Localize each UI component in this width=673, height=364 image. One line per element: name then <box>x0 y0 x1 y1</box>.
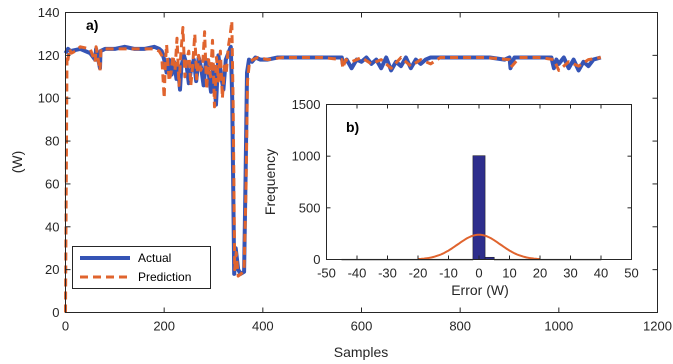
inset-panel-label: b) <box>346 119 359 135</box>
x-tick-label: 1200 <box>643 319 672 334</box>
x-tick-label: 600 <box>351 319 373 334</box>
y-tick-label: 80 <box>45 134 59 149</box>
inset-y-tick-label: 1500 <box>292 97 321 112</box>
inset-x-tick-label: -20 <box>409 266 428 281</box>
inset-y-ticks: 0 500 1000 1500 <box>292 97 632 267</box>
y-tick-label: 100 <box>38 91 60 106</box>
y-tick-label: 0 <box>52 305 59 320</box>
main-chart: 0 200 400 600 800 1000 1200 020406080100120140… <box>9 5 672 360</box>
legend-box <box>72 246 211 289</box>
inset-x-tick-label: 10 <box>502 266 516 281</box>
legend: Actual Prediction <box>72 246 211 289</box>
inset-x-tick-label: -30 <box>378 266 397 281</box>
inset-y-tick-label: 0 <box>313 252 320 267</box>
inset-x-tick-label: -50 <box>317 266 336 281</box>
inset-x-tick-label: -10 <box>439 266 458 281</box>
inset-x-axis-label: Error (W) <box>451 282 509 298</box>
legend-actual-label: Actual <box>138 251 171 265</box>
inset-x-tick-label: 50 <box>624 266 638 281</box>
x-tick-label: 800 <box>449 319 471 334</box>
inset-y-axis-label: Frequency <box>262 149 278 215</box>
y-tick-label: 60 <box>45 176 59 191</box>
inset-x-tick-label: 40 <box>594 266 608 281</box>
y-tick-label: 40 <box>45 219 59 234</box>
main-x-ticks: 0 200 400 600 800 1000 1200 <box>62 12 672 334</box>
inset-x-tick-label: 20 <box>533 266 547 281</box>
inset-y-tick-label: 1000 <box>292 149 321 164</box>
main-x-axis-label: Samples <box>334 344 388 360</box>
y-tick-label: 120 <box>38 48 60 63</box>
series-line-prediction <box>64 19 602 313</box>
inset-chart: -50 -40 -30 -20 -10 0 10 20 30 40 50 050010001500 … <box>262 97 639 298</box>
main-series-group <box>63 19 602 313</box>
y-tick-label: 20 <box>45 262 59 277</box>
x-tick-label: 200 <box>153 319 175 334</box>
inset-x-tick-label: -40 <box>348 266 367 281</box>
y-tick-label: 140 <box>38 5 60 20</box>
inset-fit-curve <box>417 233 541 261</box>
x-tick-label: 0 <box>62 319 69 334</box>
histogram-bar <box>472 155 486 260</box>
main-panel-label: a) <box>86 17 98 33</box>
inset-x-tick-label: 0 <box>475 266 482 281</box>
inset-x-ticks: -50 -40 -30 -20 -10 0 10 20 30 40 50 <box>317 104 639 281</box>
x-tick-label: 1000 <box>544 319 573 334</box>
x-tick-label: 400 <box>252 319 274 334</box>
inset-y-tick-label: 500 <box>299 200 321 215</box>
legend-prediction-label: Prediction <box>138 270 191 284</box>
inset-x-tick-label: 30 <box>563 266 577 281</box>
main-y-axis-label: (W) <box>9 151 25 174</box>
